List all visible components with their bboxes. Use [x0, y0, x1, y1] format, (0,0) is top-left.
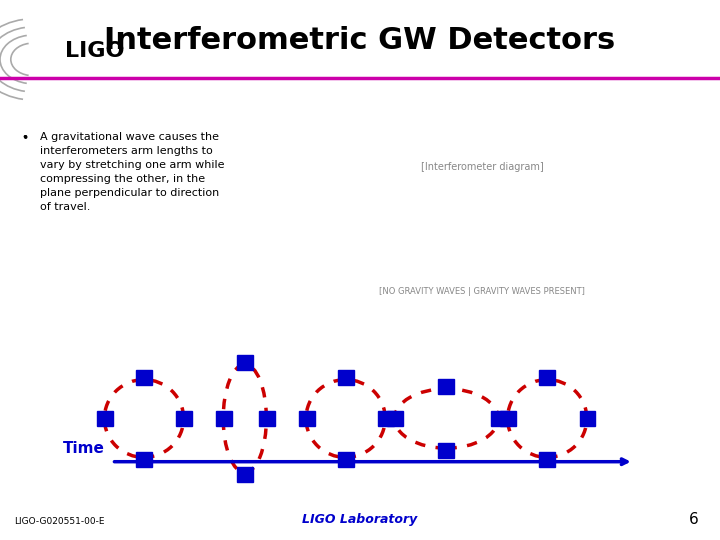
Text: [NO GRAVITY WAVES | GRAVITY WAVES PRESENT]: [NO GRAVITY WAVES | GRAVITY WAVES PRESEN…	[379, 287, 585, 296]
Text: LIGO Laboratory: LIGO Laboratory	[302, 514, 418, 526]
Bar	[500, 411, 516, 426]
Text: •: •	[22, 132, 29, 145]
Text: LIGO: LIGO	[65, 41, 125, 62]
Bar	[97, 411, 113, 426]
Text: A gravitational wave causes the
interferometers arm lengths to
vary by stretchin: A gravitational wave causes the interfer…	[40, 132, 224, 212]
Bar	[136, 452, 152, 467]
Bar	[338, 370, 354, 385]
Bar	[438, 379, 454, 394]
Text: Interferometric GW Detectors: Interferometric GW Detectors	[104, 26, 616, 55]
Bar	[237, 467, 253, 482]
Bar	[299, 411, 315, 426]
Bar	[378, 411, 394, 426]
Text: 6: 6	[688, 511, 698, 526]
Bar	[216, 411, 232, 426]
Bar	[176, 411, 192, 426]
Bar	[136, 370, 152, 385]
Bar	[387, 411, 403, 426]
Bar	[237, 355, 253, 370]
Text: LIGO-G020551-00-E: LIGO-G020551-00-E	[14, 517, 105, 526]
Text: Time: Time	[63, 441, 104, 456]
Bar	[338, 452, 354, 467]
Text: •: •	[22, 132, 28, 143]
Text: [Interferometer diagram]: [Interferometer diagram]	[421, 163, 544, 172]
Bar	[491, 411, 507, 426]
Bar	[580, 411, 595, 426]
Bar	[539, 370, 555, 385]
Bar	[438, 443, 454, 458]
Bar	[259, 411, 275, 426]
Bar	[539, 452, 555, 467]
